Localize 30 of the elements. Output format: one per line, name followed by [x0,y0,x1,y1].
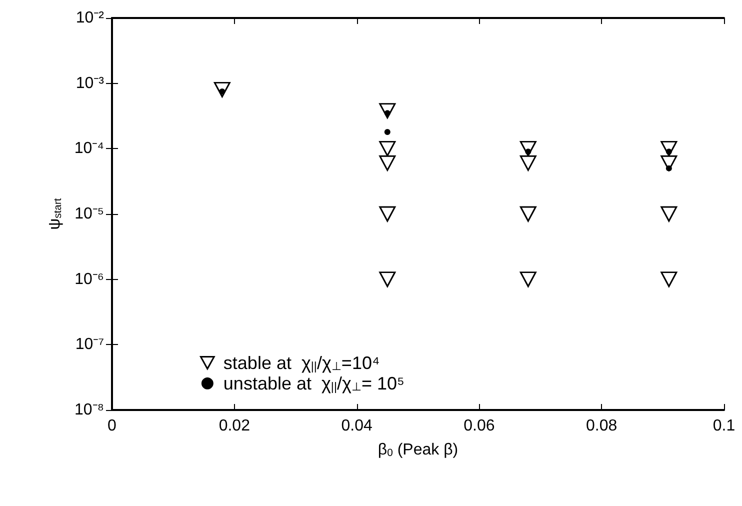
x-tick-label: 0 [108,418,117,434]
y-tick-label: 10⁻⁷ [75,336,104,354]
x-tick-label: 0.1 [712,418,736,434]
point [379,272,396,288]
x-tick-label: 0.08 [586,418,618,434]
legend-label: unstable at χ||/χ⊥= 10⁵ [223,373,404,394]
x-tick-label: 0.02 [218,418,250,434]
point [379,140,396,156]
y-tick-label: 10⁻⁵ [74,206,104,222]
y-axis-title: ψstart [46,198,64,230]
x-tick-label: 0.04 [341,418,372,434]
x-tick-label: 0.06 [464,418,495,434]
point [660,272,678,288]
point [379,206,396,222]
point [666,165,672,172]
point [379,155,396,171]
y-tick-label: 10⁻⁶ [74,270,104,288]
point [384,128,390,135]
legend-label: stable at χ||/χ⊥=10⁴ [223,352,380,373]
point [520,206,536,222]
y-tick-label: 10⁻² [76,10,105,26]
point [520,155,536,171]
point [525,148,532,155]
point [666,148,672,155]
y-tick-label: 10⁻⁸ [74,402,104,418]
point [520,272,536,288]
y-tick-label: 10⁻³ [76,74,105,92]
point [660,206,678,222]
x-axis-title: β0 (Peak β) [378,442,458,459]
y-tick-label: 10⁻⁴ [74,140,104,158]
